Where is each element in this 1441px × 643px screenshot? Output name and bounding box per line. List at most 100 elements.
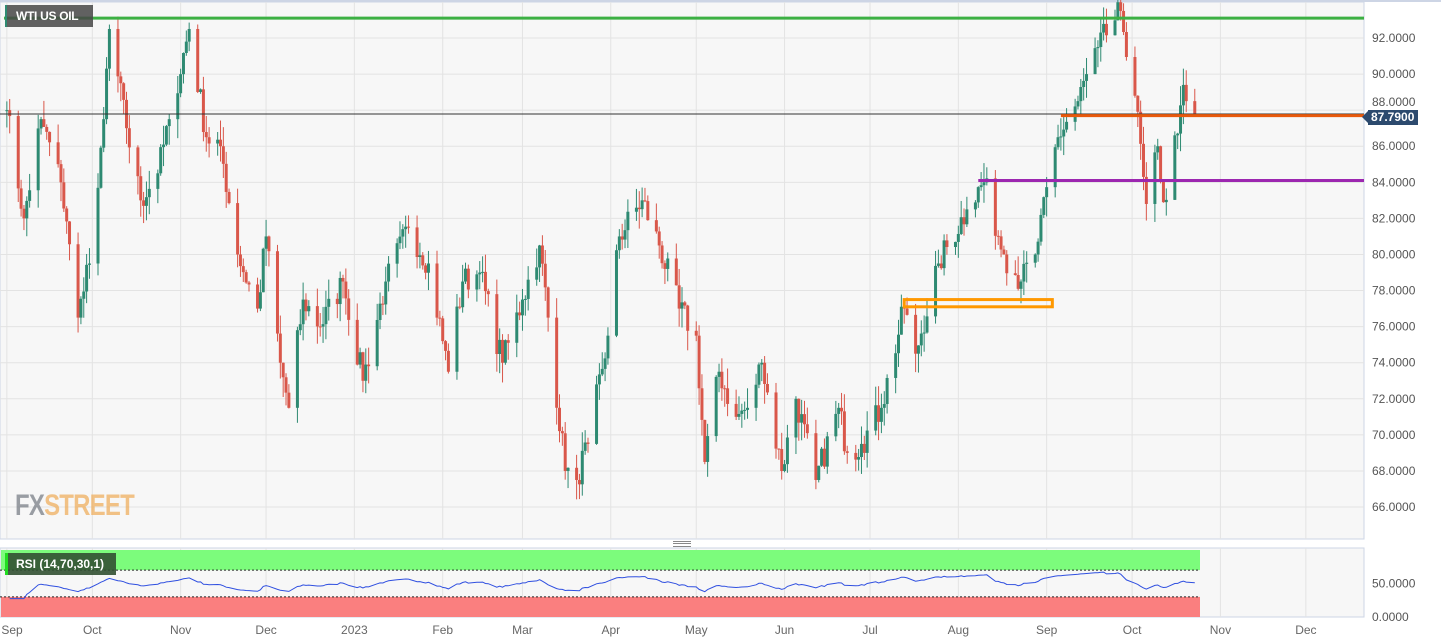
candle-body <box>674 258 678 286</box>
y-tick-label: 76.0000 <box>1372 320 1416 334</box>
candle-body <box>1053 147 1057 188</box>
candle-body <box>962 217 966 225</box>
candle-body <box>637 207 641 210</box>
candle-body <box>503 340 507 363</box>
candle-body <box>993 178 997 236</box>
candle-body <box>42 119 46 127</box>
candle-body <box>515 312 519 343</box>
candle-body <box>518 312 522 316</box>
candle-body <box>754 384 758 408</box>
y-tick-label: 92.0000 <box>1372 31 1416 45</box>
candle-body <box>520 299 524 316</box>
y-tick-label: 66.0000 <box>1372 500 1416 514</box>
candle-body <box>802 414 806 425</box>
candle-body <box>666 258 670 269</box>
candle-body <box>916 345 920 354</box>
candle-body <box>785 437 789 465</box>
candle-body <box>446 350 450 372</box>
pane-resize-handle[interactable] <box>673 541 691 547</box>
x-tick-label: Sep <box>1 623 23 637</box>
candle-body <box>959 217 963 234</box>
candle-body <box>1193 101 1197 114</box>
x-tick-label: Feb <box>432 623 453 637</box>
candle-body <box>879 407 883 422</box>
candle-body <box>395 243 399 264</box>
candle-body <box>181 53 185 75</box>
candle-body <box>1179 105 1183 134</box>
candle-body <box>1104 23 1108 36</box>
candle-body <box>640 200 644 210</box>
candle-body <box>580 450 584 485</box>
candle-body <box>683 302 687 306</box>
candle-body <box>278 333 282 363</box>
candle-body <box>324 306 328 325</box>
candle-body <box>566 467 570 471</box>
candle-body <box>765 383 769 393</box>
candle-body <box>384 281 388 305</box>
candle-body <box>822 448 826 467</box>
candle-body <box>894 353 898 378</box>
candle-body <box>1173 135 1177 200</box>
candle-body <box>501 339 505 363</box>
candle-body <box>486 291 490 295</box>
candle-body <box>919 333 923 346</box>
candle-body <box>760 362 764 365</box>
candle-body <box>481 271 485 273</box>
candle-body <box>555 317 559 408</box>
candle-body <box>817 465 821 480</box>
candle-body <box>56 142 60 165</box>
candle-body <box>939 263 943 269</box>
candle-body <box>726 388 730 404</box>
candle-body <box>258 292 262 309</box>
candle-body <box>315 306 319 327</box>
candle-body <box>936 263 940 266</box>
candle-body <box>686 305 690 331</box>
candle-body <box>207 137 211 144</box>
candle-body <box>287 392 291 408</box>
y-tick-label: 88.0000 <box>1372 95 1416 109</box>
candle-body <box>535 267 539 280</box>
y-tick-label: 84.0000 <box>1372 175 1416 189</box>
candle-body <box>558 407 562 432</box>
candle-body <box>1005 254 1009 274</box>
candle-body <box>159 147 163 174</box>
candle-body <box>1176 133 1180 136</box>
candle-body <box>740 410 744 414</box>
candle-body <box>247 282 251 285</box>
candle-body <box>1079 87 1083 102</box>
candle-body <box>122 83 126 100</box>
candle-body <box>156 173 160 189</box>
candle-body <box>478 272 482 275</box>
candle-body <box>797 398 801 423</box>
candle-body <box>256 284 260 309</box>
candle-body <box>304 299 308 312</box>
x-tick-label: Dec <box>1295 623 1316 637</box>
candle-body <box>794 398 798 438</box>
candle-body <box>426 263 430 273</box>
candle-body <box>1045 187 1049 198</box>
candle-body <box>221 146 225 164</box>
candle-body <box>1033 254 1037 263</box>
candle-body <box>307 306 311 312</box>
y-tick-label: 82.0000 <box>1372 211 1416 225</box>
candle-body <box>1164 199 1168 203</box>
candle-body <box>495 294 499 354</box>
y-tick-label: 78.0000 <box>1372 284 1416 298</box>
x-tick-label: Jun <box>775 623 794 637</box>
candle-body <box>404 226 408 230</box>
candle-body <box>321 324 325 327</box>
candle-body <box>79 298 83 318</box>
candle-body <box>700 388 704 420</box>
candle-body <box>1122 10 1126 33</box>
candle-body <box>1059 136 1063 138</box>
candle-body <box>435 263 439 318</box>
candle-body <box>415 227 419 258</box>
candle-body <box>147 188 151 198</box>
candle-body <box>216 139 220 144</box>
candle-body <box>401 229 405 237</box>
candle-body <box>99 147 103 188</box>
candle-body <box>757 364 761 385</box>
candle-body <box>219 139 223 147</box>
candle-body <box>885 377 889 405</box>
